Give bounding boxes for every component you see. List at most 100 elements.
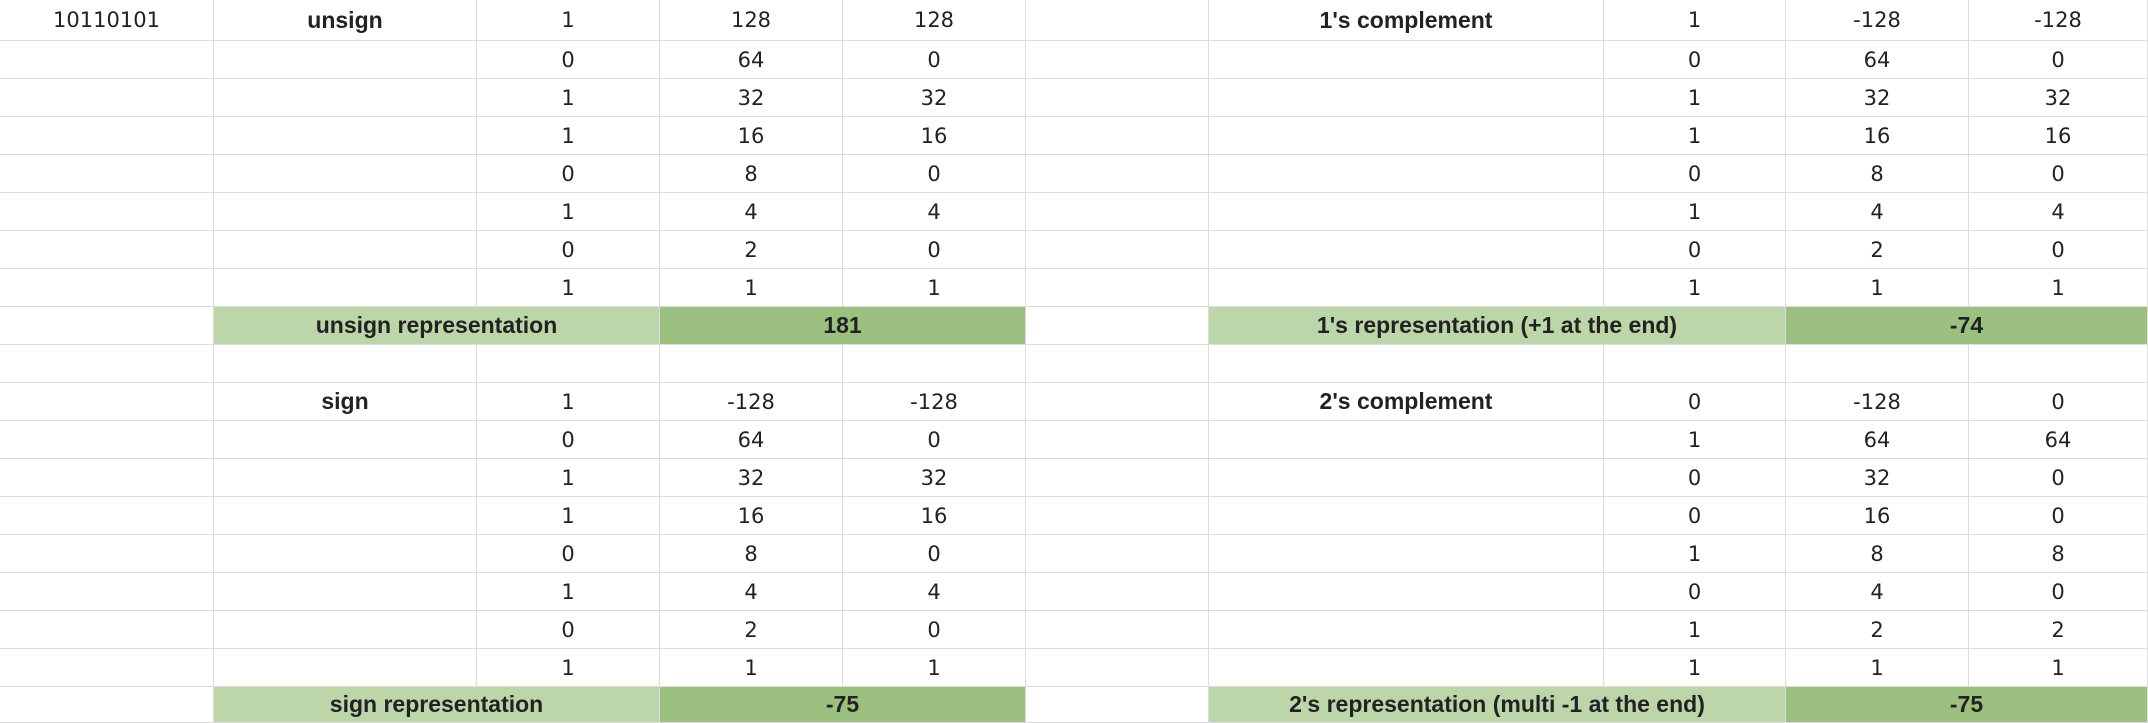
sign-bit-cell[interactable]: 1 — [477, 459, 660, 497]
ones-bit-cell[interactable]: 1 — [1604, 269, 1786, 307]
sign-weight-cell[interactable]: 8 — [660, 535, 843, 573]
empty-cell[interactable] — [214, 193, 477, 231]
empty-cell[interactable] — [0, 79, 214, 117]
empty-cell[interactable] — [477, 345, 660, 383]
twos-bit-cell[interactable]: 0 — [1604, 573, 1786, 611]
twos-product-cell[interactable]: 2 — [1969, 611, 2148, 649]
empty-cell[interactable] — [1026, 231, 1209, 269]
twos-weight-cell[interactable]: -128 — [1786, 383, 1969, 421]
sign-bit-cell[interactable]: 0 — [477, 421, 660, 459]
unsign-product-cell[interactable]: 0 — [843, 231, 1026, 269]
empty-cell[interactable] — [1026, 269, 1209, 307]
empty-cell[interactable] — [0, 231, 214, 269]
sign-weight-cell[interactable]: -128 — [660, 383, 843, 421]
unsign-weight-cell[interactable]: 64 — [660, 41, 843, 79]
unsign-bit-cell[interactable]: 0 — [477, 231, 660, 269]
unsign-product-cell[interactable]: 16 — [843, 117, 1026, 155]
sign-product-cell[interactable]: 16 — [843, 497, 1026, 535]
empty-cell[interactable] — [0, 117, 214, 155]
ones-bit-cell[interactable]: 0 — [1604, 231, 1786, 269]
sign-bit-cell[interactable]: 0 — [477, 535, 660, 573]
empty-cell[interactable] — [0, 383, 214, 421]
unsign-result-value[interactable]: 181 — [660, 307, 1026, 345]
unsign-product-cell[interactable]: 0 — [843, 155, 1026, 193]
sign-weight-cell[interactable]: 2 — [660, 611, 843, 649]
empty-cell[interactable] — [214, 41, 477, 79]
sign-bit-cell[interactable]: 1 — [477, 649, 660, 687]
empty-cell[interactable] — [1026, 459, 1209, 497]
empty-cell[interactable] — [0, 497, 214, 535]
empty-cell[interactable] — [1209, 459, 1604, 497]
empty-cell[interactable] — [1209, 649, 1604, 687]
empty-cell[interactable] — [1209, 117, 1604, 155]
twos-result-value[interactable]: -75 — [1786, 687, 2148, 723]
empty-cell[interactable] — [0, 573, 214, 611]
ones-bit-cell[interactable]: 1 — [1604, 117, 1786, 155]
empty-cell[interactable] — [0, 687, 214, 723]
unsign-weight-cell[interactable]: 128 — [660, 0, 843, 41]
empty-cell[interactable] — [214, 649, 477, 687]
twos-title[interactable]: 2's complement — [1209, 383, 1604, 421]
empty-cell[interactable] — [1026, 193, 1209, 231]
empty-cell[interactable] — [1026, 155, 1209, 193]
ones-product-cell[interactable]: 4 — [1969, 193, 2148, 231]
ones-title[interactable]: 1's complement — [1209, 0, 1604, 41]
empty-cell[interactable] — [0, 193, 214, 231]
empty-cell[interactable] — [0, 421, 214, 459]
empty-cell[interactable] — [0, 611, 214, 649]
ones-weight-cell[interactable]: -128 — [1786, 0, 1969, 41]
empty-cell[interactable] — [1026, 383, 1209, 421]
sign-weight-cell[interactable]: 1 — [660, 649, 843, 687]
ones-product-cell[interactable]: 0 — [1969, 41, 2148, 79]
unsign-product-cell[interactable]: 0 — [843, 41, 1026, 79]
empty-cell[interactable] — [214, 231, 477, 269]
sign-weight-cell[interactable]: 32 — [660, 459, 843, 497]
empty-cell[interactable] — [214, 117, 477, 155]
empty-cell[interactable] — [1026, 535, 1209, 573]
ones-product-cell[interactable]: 32 — [1969, 79, 2148, 117]
empty-cell[interactable] — [1209, 41, 1604, 79]
unsign-bit-cell[interactable]: 1 — [477, 0, 660, 41]
empty-cell[interactable] — [1209, 611, 1604, 649]
empty-cell[interactable] — [1969, 345, 2148, 383]
empty-cell[interactable] — [1604, 345, 1786, 383]
unsign-weight-cell[interactable]: 1 — [660, 269, 843, 307]
empty-cell[interactable] — [1209, 421, 1604, 459]
unsign-bit-cell[interactable]: 0 — [477, 41, 660, 79]
unsign-product-cell[interactable]: 4 — [843, 193, 1026, 231]
empty-cell[interactable] — [0, 649, 214, 687]
twos-product-cell[interactable]: 64 — [1969, 421, 2148, 459]
binary-input-cell[interactable]: 10110101 — [0, 0, 214, 41]
ones-weight-cell[interactable]: 2 — [1786, 231, 1969, 269]
empty-cell[interactable] — [214, 573, 477, 611]
twos-product-cell[interactable]: 0 — [1969, 573, 2148, 611]
unsign-title[interactable]: unsign — [214, 0, 477, 41]
empty-cell[interactable] — [214, 459, 477, 497]
empty-cell[interactable] — [0, 155, 214, 193]
sign-bit-cell[interactable]: 1 — [477, 383, 660, 421]
empty-cell[interactable] — [0, 269, 214, 307]
twos-bit-cell[interactable]: 0 — [1604, 459, 1786, 497]
twos-weight-cell[interactable]: 32 — [1786, 459, 1969, 497]
sign-product-cell[interactable]: 4 — [843, 573, 1026, 611]
unsign-bit-cell[interactable]: 1 — [477, 79, 660, 117]
ones-product-cell[interactable]: 1 — [1969, 269, 2148, 307]
sign-bit-cell[interactable]: 1 — [477, 497, 660, 535]
empty-cell[interactable] — [1209, 535, 1604, 573]
twos-product-cell[interactable]: 8 — [1969, 535, 2148, 573]
unsign-product-cell[interactable]: 128 — [843, 0, 1026, 41]
twos-bit-cell[interactable]: 1 — [1604, 535, 1786, 573]
empty-cell[interactable] — [214, 345, 477, 383]
sign-result-value[interactable]: -75 — [660, 687, 1026, 723]
twos-bit-cell[interactable]: 1 — [1604, 611, 1786, 649]
twos-product-cell[interactable]: 0 — [1969, 383, 2148, 421]
empty-cell[interactable] — [214, 79, 477, 117]
empty-cell[interactable] — [1026, 117, 1209, 155]
ones-bit-cell[interactable]: 1 — [1604, 0, 1786, 41]
ones-weight-cell[interactable]: 4 — [1786, 193, 1969, 231]
twos-product-cell[interactable]: 0 — [1969, 459, 2148, 497]
ones-weight-cell[interactable]: 8 — [1786, 155, 1969, 193]
twos-bit-cell[interactable]: 0 — [1604, 383, 1786, 421]
empty-cell[interactable] — [1209, 269, 1604, 307]
twos-weight-cell[interactable]: 64 — [1786, 421, 1969, 459]
